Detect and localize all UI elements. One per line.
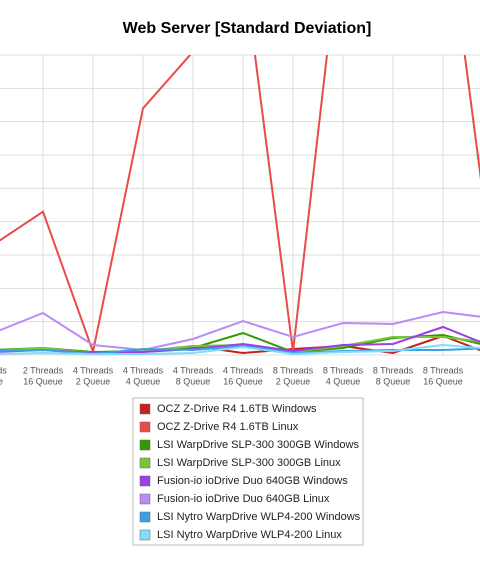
x-tick-label: 4 Threads bbox=[123, 365, 164, 375]
x-tick-label: 16 Queue bbox=[423, 376, 463, 386]
x-tick-label: 8 Threads bbox=[273, 365, 314, 375]
legend-label: OCZ Z-Drive R4 1.6TB Windows bbox=[157, 403, 317, 415]
legend-swatch bbox=[139, 403, 151, 415]
x-tick-label: 8 Queue bbox=[376, 376, 411, 386]
x-tick-label: 8 Threads bbox=[373, 365, 414, 375]
x-tick-label: 16 Queue bbox=[23, 376, 63, 386]
x-tick-label: hreads bbox=[0, 365, 7, 375]
legend-swatch bbox=[139, 475, 151, 487]
legend-label: LSI WarpDrive SLP-300 300GB Windows bbox=[157, 439, 359, 451]
x-tick-label: 8 Queue bbox=[176, 376, 211, 386]
x-tick-label: ueue bbox=[0, 376, 3, 386]
legend-swatch bbox=[139, 457, 151, 469]
legend-label: LSI WarpDrive SLP-300 300GB Linux bbox=[157, 457, 341, 469]
x-tick-label: 4 Queue bbox=[326, 376, 361, 386]
x-tick-label: 4 Threads bbox=[73, 365, 114, 375]
legend-swatch bbox=[139, 493, 151, 505]
legend bbox=[132, 397, 364, 546]
legend-swatch bbox=[139, 439, 151, 451]
x-tick-label: 2 Queue bbox=[76, 376, 111, 386]
legend-swatch bbox=[139, 511, 151, 523]
x-tick-label: 4 Queue bbox=[126, 376, 161, 386]
x-tick-label: 4 Threads bbox=[223, 365, 264, 375]
x-tick-label: 16 Queue bbox=[223, 376, 263, 386]
legend-label: LSI Nytro WarpDrive WLP4-200 Linux bbox=[157, 529, 342, 541]
chart-title: Web Server [Standard Deviation] bbox=[123, 20, 372, 37]
series-line bbox=[0, 55, 480, 355]
legend-label: Fusion-io ioDrive Duo 640GB Linux bbox=[157, 493, 330, 505]
x-tick-label: 2 Queue bbox=[276, 376, 311, 386]
x-tick-label: 2 Threads bbox=[23, 365, 64, 375]
series-line bbox=[0, 343, 480, 355]
x-tick-label: 8 Threads bbox=[423, 365, 464, 375]
legend-label: LSI Nytro WarpDrive WLP4-200 Windows bbox=[157, 511, 361, 523]
legend-label: Fusion-io ioDrive Duo 640GB Windows bbox=[157, 475, 348, 487]
legend-label: OCZ Z-Drive R4 1.6TB Linux bbox=[157, 421, 299, 433]
legend-swatch bbox=[139, 421, 151, 433]
x-tick-label: 8 Threads bbox=[323, 365, 364, 375]
legend-swatch bbox=[139, 529, 151, 541]
x-tick-label: 4 Threads bbox=[173, 365, 214, 375]
series-line bbox=[0, 310, 480, 352]
